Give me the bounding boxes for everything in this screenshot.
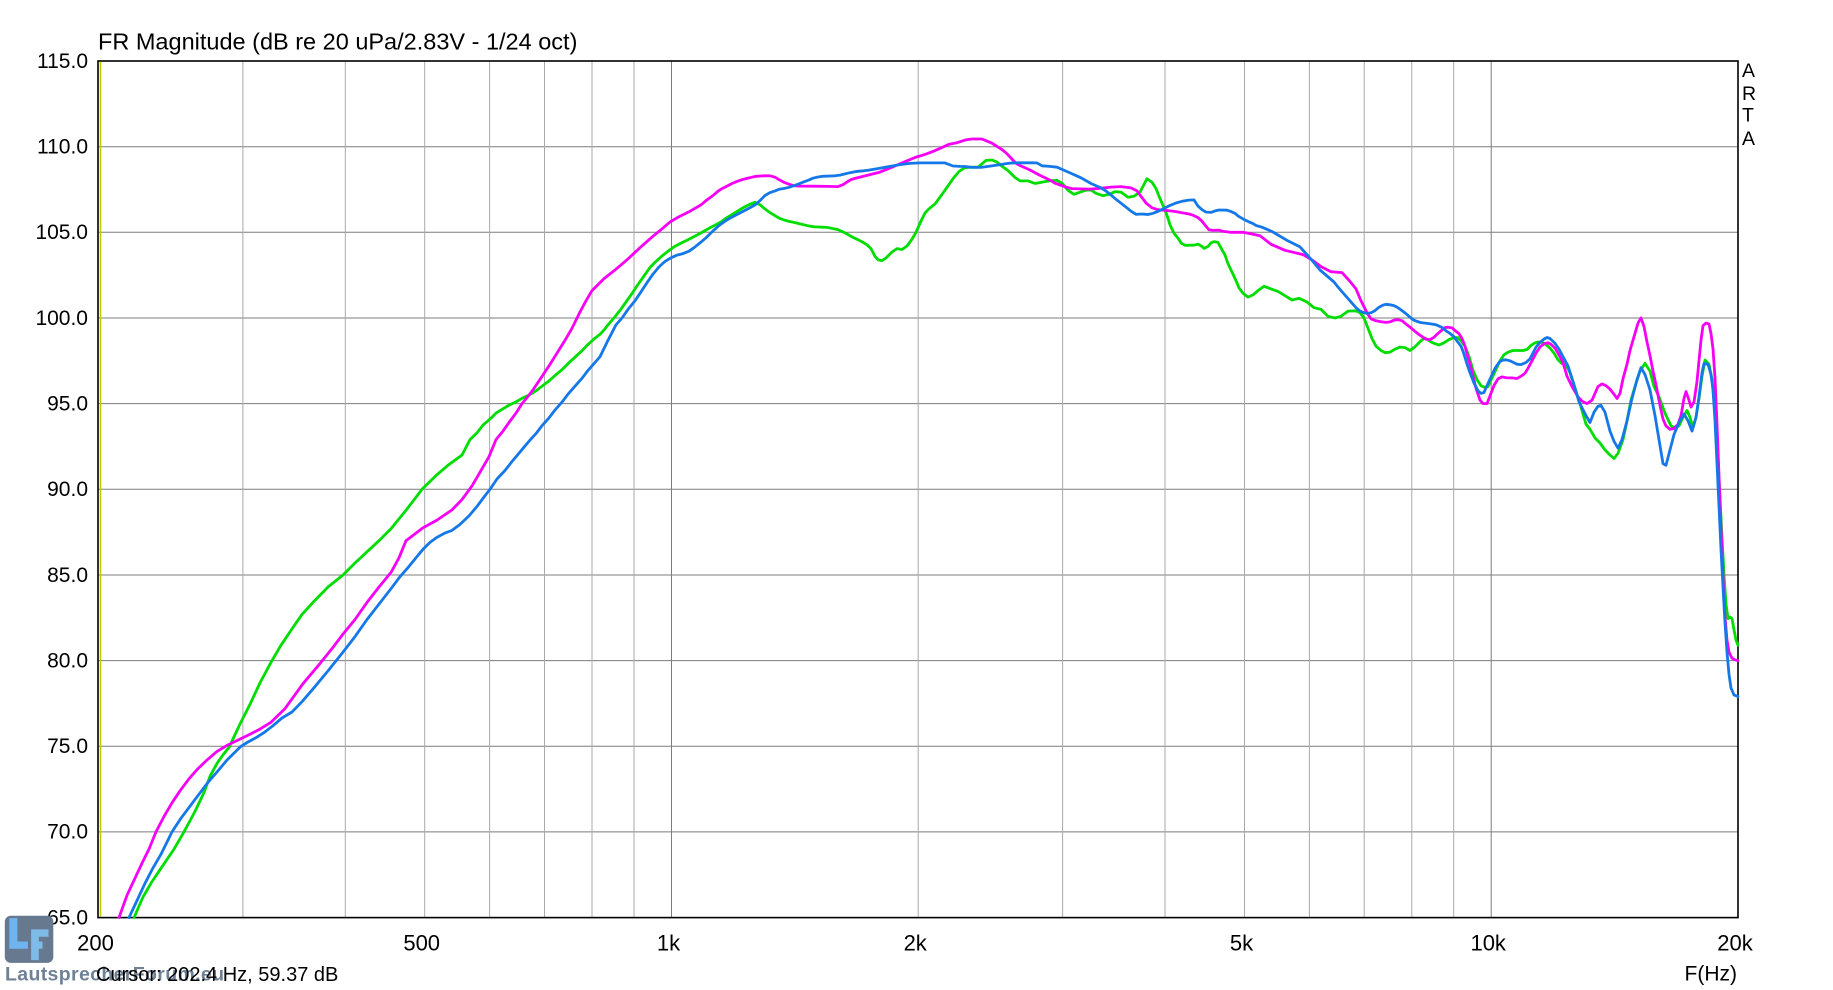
svg-text:FR Magnitude (dB re 20 uPa/2.8: FR Magnitude (dB re 20 uPa/2.83V - 1/24 …	[98, 29, 577, 55]
svg-text:A: A	[1742, 60, 1755, 82]
svg-text:70.0: 70.0	[47, 821, 88, 844]
svg-text:65.0: 65.0	[47, 906, 88, 929]
svg-text:115.0: 115.0	[37, 50, 88, 73]
svg-text:85.0: 85.0	[47, 564, 88, 587]
svg-text:T: T	[1742, 105, 1754, 127]
svg-text:80.0: 80.0	[47, 649, 88, 672]
svg-text:105.0: 105.0	[35, 221, 88, 244]
svg-text:90.0: 90.0	[47, 478, 88, 501]
svg-text:2k: 2k	[904, 931, 928, 956]
svg-text:R: R	[1742, 83, 1756, 105]
svg-text:5k: 5k	[1230, 931, 1254, 956]
svg-text:110.0: 110.0	[37, 136, 88, 159]
svg-text:200: 200	[77, 931, 114, 956]
svg-text:95.0: 95.0	[47, 392, 88, 415]
svg-text:75.0: 75.0	[47, 735, 88, 758]
svg-text:F(Hz): F(Hz)	[1685, 963, 1737, 986]
svg-text:10k: 10k	[1470, 931, 1506, 956]
svg-text:LautsprecherForum.eu: LautsprecherForum.eu	[5, 964, 224, 986]
svg-text:1k: 1k	[657, 931, 681, 956]
svg-text:500: 500	[403, 931, 440, 956]
svg-text:Cursor: 202.4 Hz, 59.37 dB: Cursor: 202.4 Hz, 59.37 dB	[96, 964, 338, 986]
svg-text:100.0: 100.0	[35, 307, 88, 330]
svg-text:20k: 20k	[1717, 931, 1753, 956]
svg-text:A: A	[1742, 128, 1755, 150]
